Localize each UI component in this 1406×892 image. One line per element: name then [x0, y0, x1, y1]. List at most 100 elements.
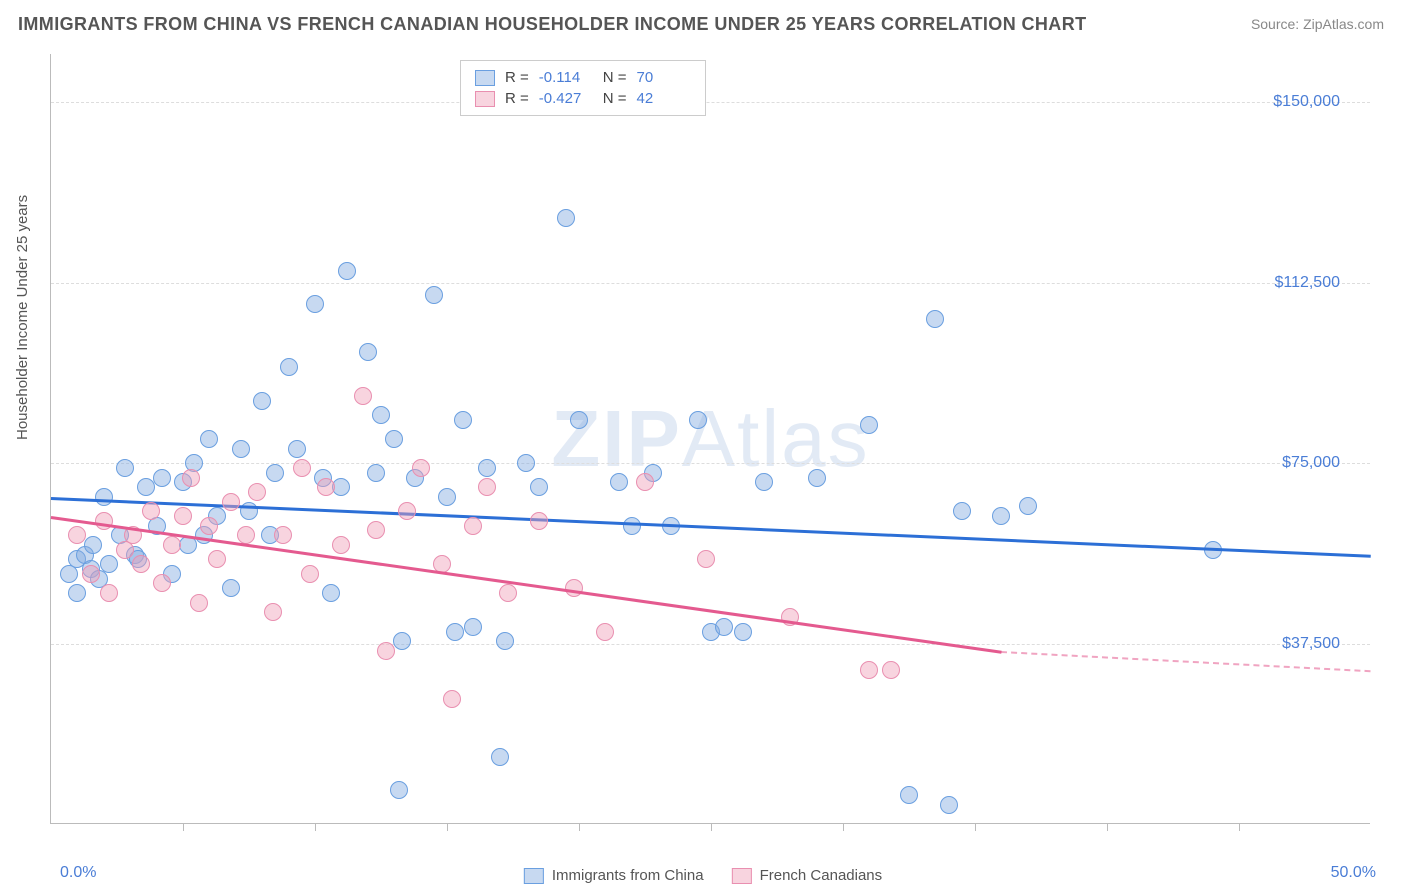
- trend-line-extrapolated: [1001, 651, 1371, 672]
- scatter-point: [253, 392, 271, 410]
- stats-row: R =-0.114N =70: [475, 67, 691, 88]
- scatter-point: [68, 526, 86, 544]
- legend: Immigrants from ChinaFrench Canadians: [524, 867, 882, 884]
- legend-item: French Canadians: [732, 867, 883, 884]
- scatter-point: [95, 512, 113, 530]
- scatter-point: [174, 507, 192, 525]
- scatter-point: [190, 594, 208, 612]
- scatter-point: [163, 536, 181, 554]
- y-tick-label: $75,000: [1282, 454, 1340, 472]
- x-tick: [183, 823, 184, 831]
- scatter-point: [68, 584, 86, 602]
- scatter-point: [992, 507, 1010, 525]
- series-swatch: [524, 868, 544, 884]
- scatter-point: [280, 358, 298, 376]
- scatter-point: [317, 478, 335, 496]
- scatter-point: [293, 459, 311, 477]
- y-tick-label: $150,000: [1273, 93, 1340, 111]
- scatter-point: [322, 584, 340, 602]
- series-swatch: [732, 868, 752, 884]
- scatter-point: [390, 781, 408, 799]
- scatter-point: [153, 469, 171, 487]
- series-swatch: [475, 91, 495, 107]
- r-label: R =: [505, 69, 529, 86]
- scatter-point: [570, 411, 588, 429]
- scatter-point: [82, 565, 100, 583]
- gridline: [51, 283, 1370, 284]
- x-tick: [579, 823, 580, 831]
- scatter-point: [100, 555, 118, 573]
- scatter-point: [200, 517, 218, 535]
- x-tick: [315, 823, 316, 831]
- scatter-point: [301, 565, 319, 583]
- scatter-point: [84, 536, 102, 554]
- scatter-point: [499, 584, 517, 602]
- n-label: N =: [603, 90, 627, 107]
- n-value: 42: [637, 90, 691, 107]
- scatter-point: [200, 430, 218, 448]
- scatter-point: [137, 478, 155, 496]
- x-axis-max-label: 50.0%: [1331, 864, 1376, 882]
- scatter-point: [623, 517, 641, 535]
- scatter-point: [95, 488, 113, 506]
- scatter-point: [338, 262, 356, 280]
- scatter-point: [636, 473, 654, 491]
- scatter-point: [715, 618, 733, 636]
- scatter-point: [393, 632, 411, 650]
- scatter-point: [208, 550, 226, 568]
- scatter-point: [478, 459, 496, 477]
- scatter-point: [398, 502, 416, 520]
- scatter-point: [1019, 497, 1037, 515]
- scatter-point: [734, 623, 752, 641]
- scatter-point: [264, 603, 282, 621]
- y-axis-title: Householder Income Under 25 years: [14, 195, 31, 440]
- scatter-point: [610, 473, 628, 491]
- scatter-point: [425, 286, 443, 304]
- scatter-point: [367, 521, 385, 539]
- scatter-point: [332, 536, 350, 554]
- scatter-point: [530, 512, 548, 530]
- scatter-point: [808, 469, 826, 487]
- scatter-point: [478, 478, 496, 496]
- scatter-point: [288, 440, 306, 458]
- scatter-point: [454, 411, 472, 429]
- scatter-point: [491, 748, 509, 766]
- scatter-point: [446, 623, 464, 641]
- scatter-point: [237, 526, 255, 544]
- x-tick: [975, 823, 976, 831]
- scatter-point: [926, 310, 944, 328]
- gridline: [51, 463, 1370, 464]
- x-tick: [711, 823, 712, 831]
- scatter-point: [377, 642, 395, 660]
- scatter-point: [354, 387, 372, 405]
- scatter-point: [367, 464, 385, 482]
- scatter-point: [689, 411, 707, 429]
- chart-title: IMMIGRANTS FROM CHINA VS FRENCH CANADIAN…: [18, 14, 1087, 35]
- scatter-point: [306, 295, 324, 313]
- n-label: N =: [603, 69, 627, 86]
- scatter-point: [882, 661, 900, 679]
- r-value: -0.114: [539, 69, 593, 86]
- r-value: -0.427: [539, 90, 593, 107]
- series-swatch: [475, 70, 495, 86]
- stats-row: R =-0.427N =42: [475, 88, 691, 109]
- trend-line: [51, 516, 1002, 653]
- x-tick: [447, 823, 448, 831]
- scatter-point: [697, 550, 715, 568]
- scatter-point: [443, 690, 461, 708]
- scatter-point: [142, 502, 160, 520]
- scatter-point: [372, 406, 390, 424]
- scatter-point: [464, 618, 482, 636]
- scatter-point: [412, 459, 430, 477]
- x-axis-min-label: 0.0%: [60, 864, 96, 882]
- scatter-point: [438, 488, 456, 506]
- correlation-stats-box: R =-0.114N =70R =-0.427N =42: [460, 60, 706, 116]
- scatter-point: [940, 796, 958, 814]
- scatter-point: [517, 454, 535, 472]
- x-tick: [843, 823, 844, 831]
- scatter-point: [222, 579, 240, 597]
- scatter-point: [132, 555, 150, 573]
- scatter-point: [530, 478, 548, 496]
- scatter-point: [266, 464, 284, 482]
- scatter-point: [153, 574, 171, 592]
